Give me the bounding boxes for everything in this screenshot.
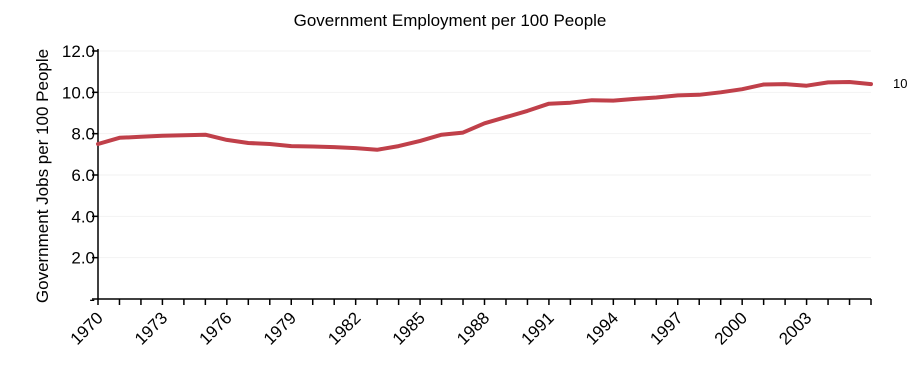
y-tick-label: 4.0 [71, 207, 95, 226]
x-tick-label: 2000 [711, 308, 751, 348]
y-tick-label: - [89, 290, 95, 309]
x-tick-label: 1970 [67, 308, 107, 348]
x-tick-label: 1976 [195, 308, 235, 348]
x-ticks-layer: 1970 1973 1976 1979 1982 1985 1988 1991 1994 1997… [67, 299, 872, 349]
x-tick-label: 1991 [518, 308, 558, 348]
y-axis-title: Government Jobs per 100 People [33, 49, 52, 303]
y-tick-label: 8.0 [71, 125, 95, 144]
y-tick-label: 6.0 [71, 166, 95, 185]
y-tick-label: 10.0 [62, 83, 95, 102]
series-line [96, 80, 873, 152]
x-tick-label: 2003 [775, 308, 815, 348]
y-tick-label: 2.0 [71, 249, 95, 268]
series-end-label: 10 [893, 76, 907, 91]
series-layer [96, 80, 873, 152]
x-tick-label: 1994 [582, 308, 622, 348]
x-tick-label: 1985 [389, 308, 429, 348]
y-tick-label: 12.0 [62, 42, 95, 61]
x-tick-label: 1988 [453, 308, 493, 348]
x-tick-label: 1997 [646, 308, 686, 348]
y-ticks-layer: - 2.0 4.0 6.0 8.0 10.0 12.0 [62, 42, 98, 309]
chart-title: Government Employment per 100 People [294, 11, 607, 30]
x-tick-label: 1973 [131, 308, 171, 348]
grid-layer [98, 50, 871, 259]
x-tick-label: 1982 [324, 308, 364, 348]
x-tick-label: 1979 [260, 308, 300, 348]
